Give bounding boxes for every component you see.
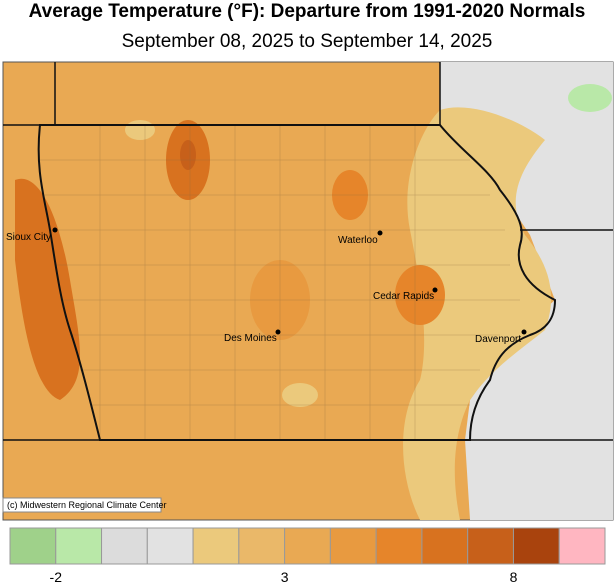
legend-swatch <box>284 527 331 565</box>
warm-patch <box>15 178 80 400</box>
legend-swatch <box>467 527 514 565</box>
city-label: Des Moines <box>224 333 277 344</box>
state-border <box>37 124 557 441</box>
city-dot <box>432 287 438 293</box>
city-label: Cedar Rapids <box>373 291 434 302</box>
credit-box <box>2 497 162 513</box>
legend: -2 3 8 <box>9 527 606 585</box>
city-dot <box>521 329 527 335</box>
subtitle: September 08, 2025 to September 14, 2025 <box>122 31 493 52</box>
legend-swatch <box>558 527 606 565</box>
legend-tick-label: 8 <box>510 569 518 585</box>
legend-swatch <box>238 527 286 565</box>
city-label: Davenport <box>475 334 521 345</box>
green-patch <box>568 84 612 112</box>
legend-swatch <box>512 527 560 565</box>
city-label: Sioux City <box>6 232 51 243</box>
county-lines <box>40 125 520 440</box>
cool-patch <box>282 383 318 407</box>
city-dot <box>275 329 281 335</box>
legend-swatch <box>9 527 57 565</box>
legend-swatch <box>146 527 194 565</box>
cool-patch <box>125 120 155 140</box>
legend-swatch <box>55 527 103 565</box>
legend-swatch <box>192 527 240 565</box>
warm-patch <box>395 265 445 325</box>
legend-swatch <box>375 527 423 565</box>
city-dot <box>52 227 58 233</box>
map: Sioux City Waterloo Cedar Rapids Des Moi… <box>2 61 614 521</box>
title: Average Temperature (°F): Departure from… <box>29 1 586 22</box>
state-border <box>3 62 613 441</box>
legend-swatch <box>421 527 469 565</box>
city-label: Waterloo <box>338 235 378 246</box>
city-dot <box>377 230 383 236</box>
warm-patch <box>180 140 196 170</box>
credit: (c) Midwestern Regional Climate Center <box>7 500 167 510</box>
legend-tick-label: -2 <box>50 569 63 585</box>
legend-tick-label: 3 <box>281 569 289 585</box>
legend-swatch <box>329 527 377 565</box>
legend-swatch <box>101 527 148 565</box>
gray-area <box>440 62 613 520</box>
